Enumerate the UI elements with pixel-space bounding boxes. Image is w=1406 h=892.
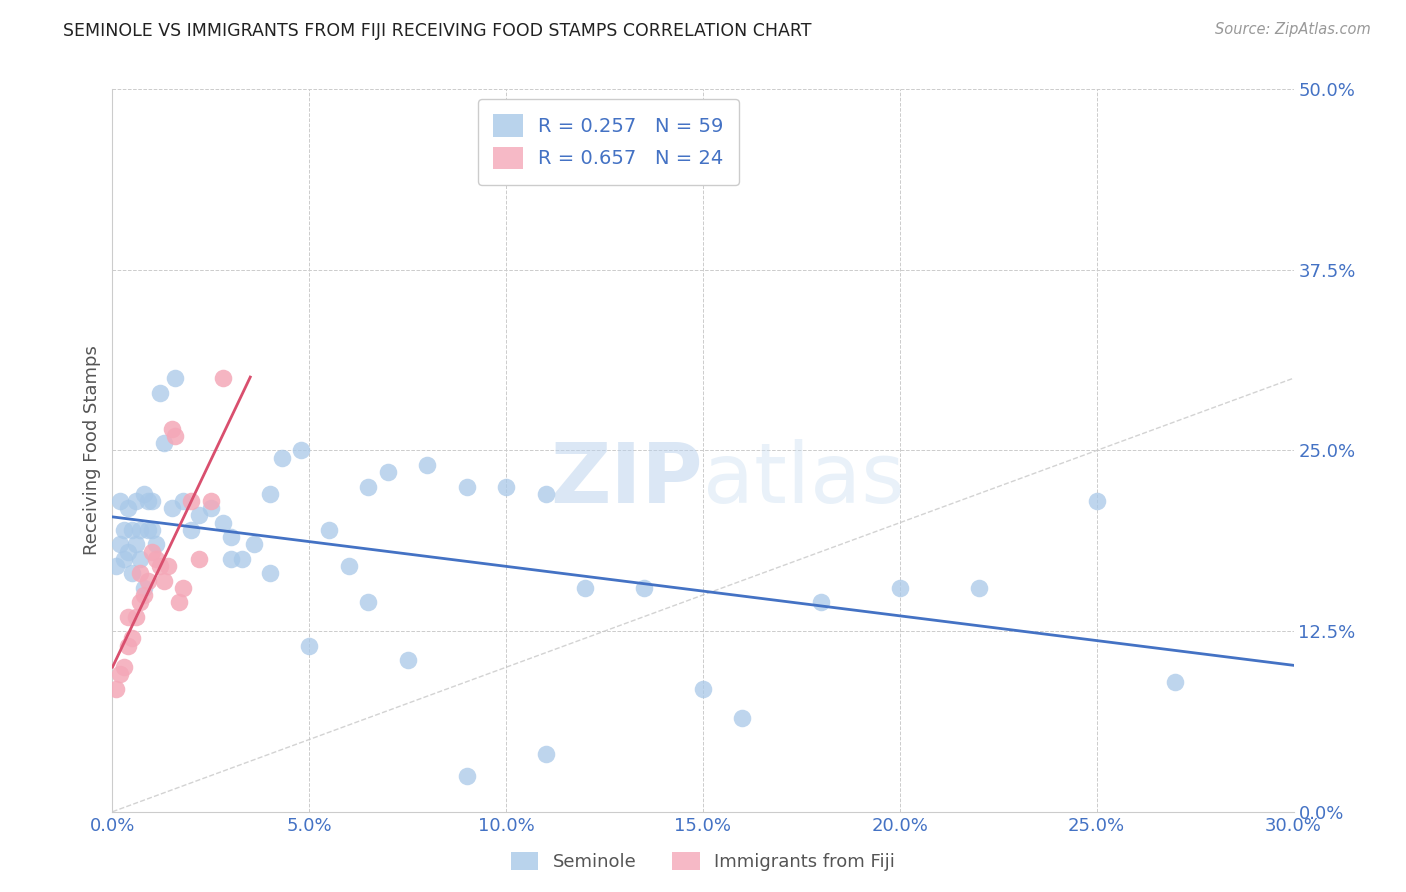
Text: SEMINOLE VS IMMIGRANTS FROM FIJI RECEIVING FOOD STAMPS CORRELATION CHART: SEMINOLE VS IMMIGRANTS FROM FIJI RECEIVI…	[63, 22, 811, 40]
Point	[152, 574, 174, 588]
Point	[396, 653, 419, 667]
Point	[125, 609, 148, 624]
Point	[165, 429, 187, 443]
Point	[337, 559, 360, 574]
Point	[416, 458, 439, 472]
Point	[117, 639, 139, 653]
Point	[574, 581, 596, 595]
Point	[105, 681, 128, 696]
Point	[136, 574, 159, 588]
Point	[243, 537, 266, 551]
Point	[112, 551, 135, 566]
Point	[136, 523, 159, 537]
Point	[110, 667, 132, 681]
Point	[188, 508, 211, 523]
Text: ZIP: ZIP	[551, 439, 703, 520]
Point	[160, 422, 183, 436]
Point	[149, 559, 172, 574]
Point	[132, 487, 155, 501]
Point	[152, 436, 174, 450]
Point	[110, 494, 132, 508]
Point	[125, 494, 148, 508]
Point	[121, 566, 143, 581]
Legend: R = 0.257   N = 59, R = 0.657   N = 24: R = 0.257 N = 59, R = 0.657 N = 24	[478, 99, 740, 185]
Legend: Seminole, Immigrants from Fiji: Seminole, Immigrants from Fiji	[503, 845, 903, 879]
Point	[211, 371, 233, 385]
Point	[105, 559, 128, 574]
Point	[211, 516, 233, 530]
Point	[165, 371, 187, 385]
Point	[290, 443, 312, 458]
Point	[231, 551, 253, 566]
Point	[495, 480, 517, 494]
Point	[188, 551, 211, 566]
Point	[259, 566, 281, 581]
Point	[132, 588, 155, 602]
Point	[117, 544, 139, 558]
Point	[1164, 674, 1187, 689]
Point	[156, 559, 179, 574]
Point	[180, 494, 202, 508]
Point	[219, 530, 242, 544]
Point	[141, 523, 163, 537]
Point	[357, 595, 380, 609]
Point	[129, 551, 152, 566]
Point	[145, 551, 167, 566]
Point	[889, 581, 911, 595]
Point	[129, 523, 152, 537]
Point	[298, 639, 321, 653]
Point	[172, 494, 194, 508]
Point	[141, 494, 163, 508]
Point	[219, 551, 242, 566]
Point	[270, 450, 292, 465]
Point	[731, 711, 754, 725]
Point	[456, 480, 478, 494]
Point	[117, 609, 139, 624]
Point	[534, 487, 557, 501]
Point	[141, 544, 163, 558]
Point	[117, 501, 139, 516]
Point	[967, 581, 990, 595]
Point	[357, 480, 380, 494]
Point	[121, 523, 143, 537]
Point	[129, 566, 152, 581]
Y-axis label: Receiving Food Stamps: Receiving Food Stamps	[83, 345, 101, 556]
Point	[633, 581, 655, 595]
Point	[318, 523, 340, 537]
Point	[125, 537, 148, 551]
Point	[112, 660, 135, 674]
Point	[200, 494, 222, 508]
Text: Source: ZipAtlas.com: Source: ZipAtlas.com	[1215, 22, 1371, 37]
Point	[145, 537, 167, 551]
Point	[259, 487, 281, 501]
Point	[132, 581, 155, 595]
Point	[172, 581, 194, 595]
Point	[121, 632, 143, 646]
Point	[200, 501, 222, 516]
Point	[169, 595, 191, 609]
Point	[810, 595, 832, 609]
Point	[180, 523, 202, 537]
Point	[149, 385, 172, 400]
Point	[160, 501, 183, 516]
Point	[136, 494, 159, 508]
Point	[692, 681, 714, 696]
Point	[534, 747, 557, 761]
Point	[456, 769, 478, 783]
Text: atlas: atlas	[703, 439, 904, 520]
Point	[377, 465, 399, 479]
Point	[129, 595, 152, 609]
Point	[110, 537, 132, 551]
Point	[1085, 494, 1108, 508]
Point	[112, 523, 135, 537]
